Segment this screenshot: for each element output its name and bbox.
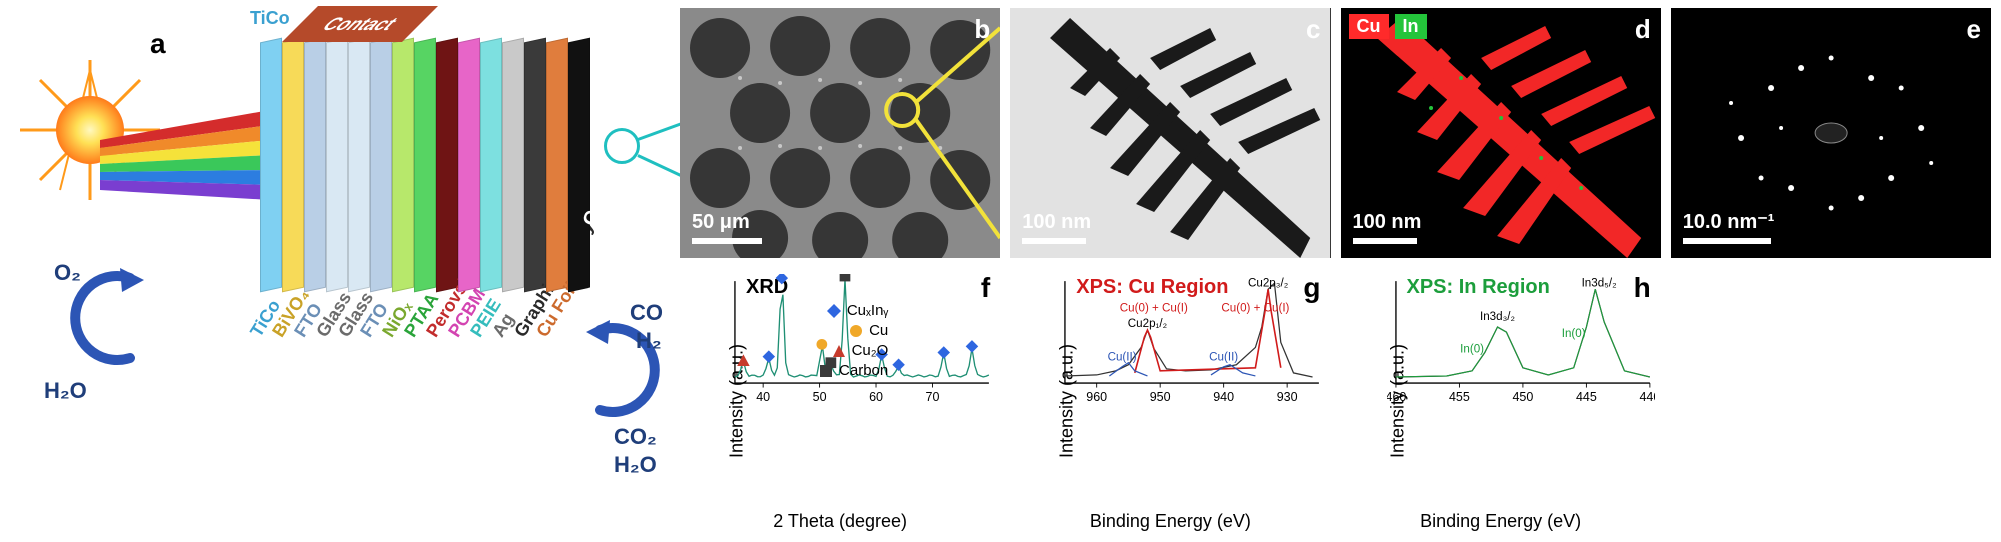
legend-carbon: Carbon [819, 362, 888, 379]
scale-bar-b [692, 238, 762, 244]
callout-circle [604, 128, 640, 164]
svg-text:445: 445 [1575, 390, 1596, 404]
xps-in-chart: 460 455 450 445 440 In3d₃/₂ In3d₅/₂ In(0) In(0) [1387, 274, 1655, 408]
panel-c-tem: c 100 nm [1010, 8, 1330, 258]
svg-text:940: 940 [1213, 390, 1234, 404]
panel-letter-a: a [150, 28, 166, 60]
legend-cu-label: Cu [869, 322, 888, 339]
tico-top-label: TiCo [250, 8, 290, 29]
svg-text:In(0): In(0) [1460, 343, 1484, 356]
scale-text-e: 10.0 nm⁻¹ [1683, 209, 1775, 234]
layer-perovskite [436, 38, 458, 293]
xrd-xlabel: 2 Theta (degree) [773, 511, 907, 532]
svg-text:930: 930 [1277, 390, 1298, 404]
layer-bivo4 [282, 38, 304, 293]
svg-text:60: 60 [869, 390, 883, 404]
svg-text:40: 40 [756, 390, 770, 404]
h2-label: H₂ [636, 328, 662, 354]
legend-cuin-label: CuₓInᵧ [847, 302, 888, 319]
panel-a-schematic: a [0, 0, 680, 542]
layer-glass [326, 38, 348, 293]
in-eds-badge: In [1395, 14, 1427, 39]
h2o-right-label: H₂O [614, 452, 657, 478]
layer-ag [502, 38, 524, 293]
panel-letter-b: b [974, 14, 990, 45]
layer-tico [260, 38, 282, 293]
svg-text:950: 950 [1150, 390, 1171, 404]
xps-cu-xlabel: Binding Energy (eV) [1090, 511, 1251, 532]
o2-label: O₂ [54, 260, 81, 286]
svg-text:460: 460 [1387, 390, 1406, 404]
panel-e-saed: e 10.0 nm⁻¹ [1671, 8, 1991, 258]
scale-text-b: 50 μm [692, 211, 750, 234]
svg-text:50: 50 [813, 390, 827, 404]
panel-letter-f: f [981, 272, 990, 304]
layer-pcbm [458, 38, 480, 293]
layer-graphite epoxy [524, 38, 546, 293]
svg-text:Cu(II): Cu(II) [1108, 351, 1137, 364]
panel-letter-c: c [1306, 14, 1320, 45]
scalebar-d: 100 nm [1353, 211, 1422, 244]
svg-text:450: 450 [1512, 390, 1533, 404]
layer-fto [370, 38, 392, 293]
legend-cu: Cu [849, 322, 888, 339]
svg-text:Cu(0) + Cu(I): Cu(0) + Cu(I) [1222, 302, 1290, 315]
scalebar-b: 50 μm [692, 211, 762, 244]
cu-eds-badge: Cu [1349, 14, 1389, 39]
layer-niox [392, 38, 414, 293]
svg-text:Cu(II): Cu(II) [1209, 351, 1238, 364]
svg-text:440: 440 [1639, 390, 1655, 404]
svg-text:960: 960 [1087, 390, 1108, 404]
xps-cu-chart: 960 950 940 930 Cu2p₁/₂ Cu2p₃/₂ Cu(0) + Cu(I) C… [1056, 274, 1324, 408]
panel-g-xps-cu: XPS: Cu Region g Intensity (a.u.) Bindin… [1010, 268, 1330, 534]
panel-f-xrd: XRD f Intensity (a.u.) 2 Theta (degree) … [680, 268, 1000, 534]
panel-letter-h: h [1634, 272, 1651, 304]
svg-text:In(0): In(0) [1561, 327, 1585, 340]
layer-peie [480, 38, 502, 293]
layer-glass [348, 38, 370, 293]
panel-d-eds: Cu In d 100 nm [1341, 8, 1661, 258]
svg-text:Cu2p₃/₂: Cu2p₃/₂ [1248, 276, 1288, 289]
scale-bar-d [1353, 238, 1417, 244]
svg-text:Cu(0) + Cu(I): Cu(0) + Cu(I) [1120, 302, 1188, 315]
xps-in-xlabel: Binding Energy (eV) [1420, 511, 1581, 532]
svg-text:In3d₅/₂: In3d₅/₂ [1581, 276, 1616, 289]
panel-h-xps-in: XPS: In Region h Intensity (a.u.) Bindin… [1341, 268, 1661, 534]
rainbow-beam [100, 110, 270, 200]
panel-letter-d: d [1635, 14, 1651, 45]
scale-bar-c [1022, 238, 1086, 244]
scale-bar-e [1683, 238, 1771, 244]
svg-text:In3d₃/₂: In3d₃/₂ [1479, 310, 1514, 323]
scale-text-d: 100 nm [1353, 211, 1422, 234]
h2o-left-label: H₂O [44, 378, 87, 404]
legend-cu2o: Cu₂O [832, 342, 889, 359]
scalebar-e: 10.0 nm⁻¹ [1683, 209, 1775, 244]
svg-text:455: 455 [1448, 390, 1469, 404]
co-label: CO [630, 300, 663, 326]
scale-text-c: 100 nm [1022, 211, 1091, 234]
legend-cuin: CuₓInᵧ [827, 302, 888, 319]
layer-fto [304, 38, 326, 293]
layer-cu96in4 [568, 38, 590, 293]
svg-text:Cu2p₁/₂: Cu2p₁/₂ [1128, 317, 1167, 330]
svg-text:70: 70 [926, 390, 940, 404]
co2-label: CO₂ [614, 424, 657, 450]
legend-cu2o-label: Cu₂O [852, 342, 889, 359]
panel-letter-e: e [1967, 14, 1981, 45]
layer-cu foil [546, 38, 568, 293]
scalebar-c: 100 nm [1022, 211, 1091, 244]
panel-b-sem: b 50 μm [680, 8, 1000, 258]
panel-letter-g: g [1303, 272, 1320, 304]
layer-ptaa [414, 38, 436, 293]
legend-carbon-label: Carbon [839, 362, 888, 379]
